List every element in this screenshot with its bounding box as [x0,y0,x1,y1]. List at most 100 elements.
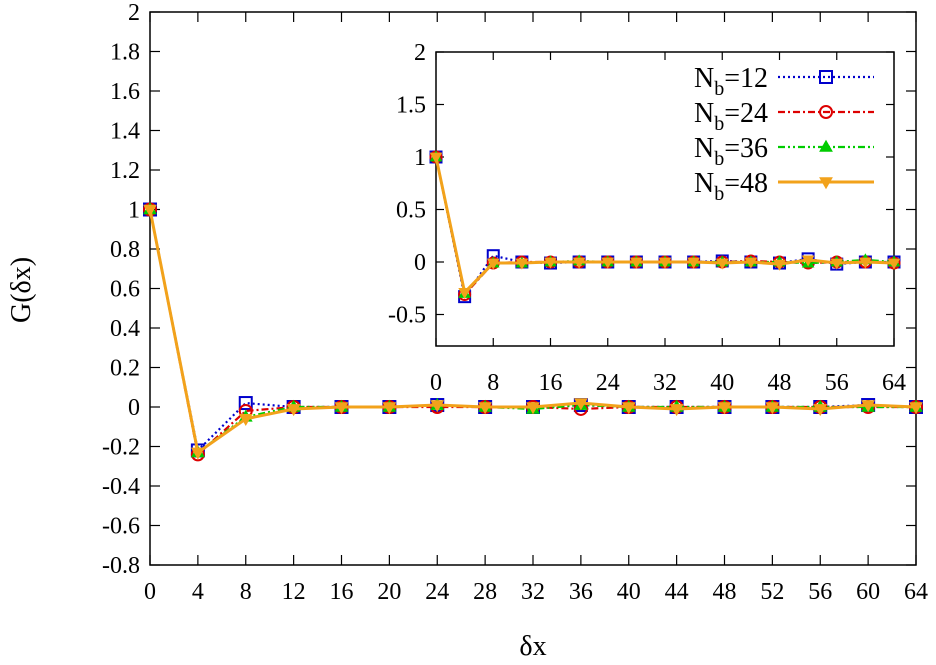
x-tick-label: 52 [760,579,784,605]
y-tick-label: 0.4 [110,316,140,342]
x-tick-label: 8 [487,370,499,396]
x-tick-label: 40 [710,370,734,396]
data-point [430,400,445,413]
data-point [621,402,636,415]
x-tick-label: 16 [539,370,563,396]
legend-marker [819,70,833,84]
data-point [572,257,586,269]
data-point [717,402,732,415]
series-n_b-48 [429,152,901,300]
x-tick-label: 32 [521,579,545,605]
data-point [658,257,672,269]
data-point [526,402,540,415]
data-point [286,404,301,417]
data-point [744,257,758,269]
data-point [813,404,828,417]
data-point [801,255,815,267]
data-point [486,258,500,270]
main-x-axis: 0 4 8 12 16 20 24 28 32 36 40 44 48 52 56 60 64 [144,12,928,605]
x-tick-label: 4 [192,579,204,605]
x-tick-label: 0 [430,370,442,396]
y-tick-label: 1.6 [110,79,140,105]
y-tick-label: 1 [414,145,426,171]
data-point [669,404,684,417]
x-tick-label: 24 [425,579,449,605]
data-point [573,398,588,411]
y-tick-label: -0.5 [388,303,426,329]
data-point [765,402,780,415]
legend-item: Nb=12 [694,63,874,100]
x-tick-label: 36 [569,579,593,605]
y-tick-label: 0.6 [110,277,140,303]
data-point [478,402,493,415]
x-tick-label: 48 [713,579,737,605]
x-tick-label: 56 [808,579,832,605]
data-point [238,414,253,427]
data-point [190,447,205,460]
y-tick-label: 1.2 [110,158,140,184]
inset-x-axis: 0 8 16 24 32 40 48 56 64 [430,52,906,396]
data-point [238,396,253,411]
x-tick-label: 40 [617,579,641,605]
legend-item: Nb=36 [694,133,874,170]
inset-background [436,52,894,346]
y-tick-label: -0.6 [102,514,140,540]
x-tick-label: 12 [282,579,306,605]
legend-item: Nb=24 [694,98,874,135]
x-tick-label: 56 [825,370,849,396]
y-tick-label: 2 [414,40,426,66]
data-point [687,257,700,269]
x-tick-label: 44 [665,579,689,605]
data-point [515,258,529,270]
x-tick-label: 16 [330,579,354,605]
x-tick-label: 28 [473,579,497,605]
legend-label: Nb=24 [694,98,768,135]
x-tick-label: 48 [768,370,792,396]
legend-marker [819,139,833,152]
data-point [830,258,844,270]
data-point [334,402,349,415]
x-tick-label: 32 [653,370,677,396]
x-tick-label: 20 [377,579,401,605]
data-point [544,257,557,269]
x-tick-label: 24 [596,370,620,396]
y-tick-label: 0.5 [396,198,426,224]
y-tick-label: 0 [414,250,426,276]
y-tick-label: 0.2 [110,356,140,382]
x-tick-label: 8 [240,579,252,605]
legend-label: Nb=36 [694,133,768,170]
x-tick-label: 64 [904,579,928,605]
legend-item: Nb=48 [694,168,874,205]
main-panel: 2 1.8 1.6 1.4 1.2 1 0.8 0.6 0.4 0.2 0 -0.2 -0.4 -0.6 -… [6,0,928,662]
y-tick-label: 1 [128,198,140,224]
inset-y-axis: 2 1.5 1 0.5 0 -0.5 [388,40,894,329]
data-point [715,258,729,270]
data-point [458,288,471,300]
data-point [861,400,876,413]
inset-series-group [429,150,901,304]
legend-label: Nb=48 [694,168,768,205]
x-tick-label: 64 [882,370,906,396]
y-axis-title: G(δx) [6,257,37,323]
y-tick-label: 1.8 [110,40,140,66]
main-y-axis: 2 1.8 1.6 1.4 1.2 1 0.8 0.6 0.4 0.2 0 -0.2 -0.4 -0.6 -… [102,0,916,579]
y-tick-label: 0 [128,395,140,421]
x-axis-title: δx [519,631,546,660]
y-tick-label: -0.4 [102,474,140,500]
data-point [601,257,615,269]
legend-marker [819,177,833,190]
data-point [773,259,786,271]
legend-label: Nb=12 [694,63,768,100]
data-point [143,204,157,217]
data-point [859,257,872,269]
data-point [630,257,643,269]
legend-marker [819,105,833,119]
inset-panel: 2 1.5 1 0.5 0 -0.5 0 8 16 24 32 40 48 56 64 Nb=12Nb=2… [388,40,906,396]
data-point [909,402,923,415]
x-tick-label: 60 [856,579,880,605]
data-point [887,258,901,270]
y-tick-label: 0.8 [110,237,140,263]
